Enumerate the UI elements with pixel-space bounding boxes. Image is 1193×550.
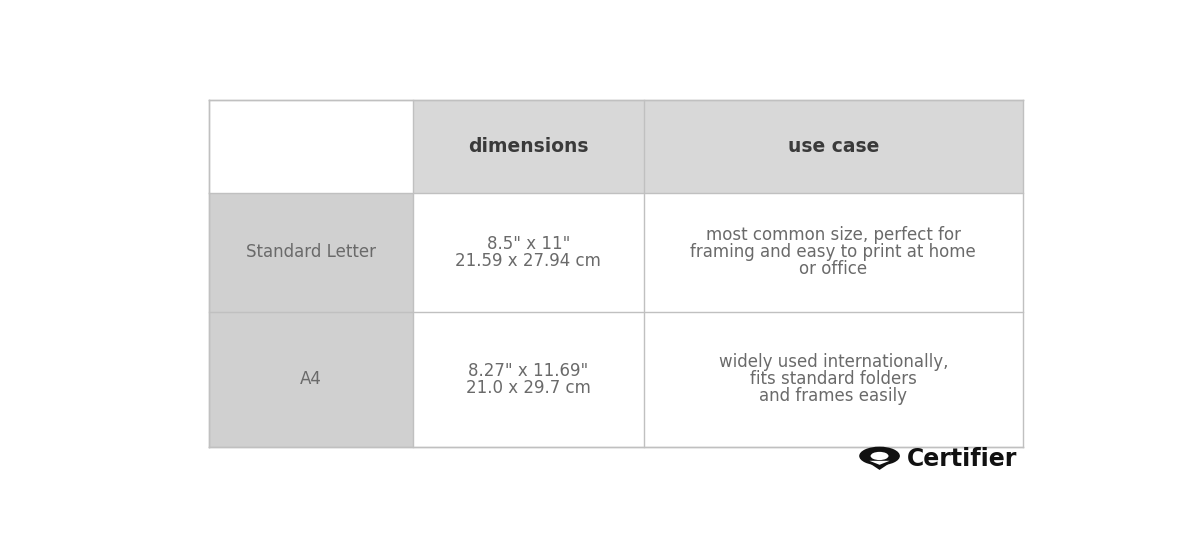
Text: A4: A4 <box>299 370 322 388</box>
Text: fits standard folders: fits standard folders <box>750 370 916 388</box>
Circle shape <box>871 452 889 460</box>
Polygon shape <box>869 463 891 470</box>
Text: Standard Letter: Standard Letter <box>246 243 376 261</box>
Text: dimensions: dimensions <box>468 137 588 156</box>
Text: 8.27" x 11.69": 8.27" x 11.69" <box>468 362 588 380</box>
Bar <box>209 312 413 447</box>
Text: Certifier: Certifier <box>907 448 1018 471</box>
Bar <box>209 193 413 312</box>
Bar <box>644 100 1022 193</box>
Text: or office: or office <box>799 260 867 278</box>
Text: 21.59 x 27.94 cm: 21.59 x 27.94 cm <box>456 252 601 270</box>
Text: most common size, perfect for: most common size, perfect for <box>706 227 960 244</box>
Text: and frames easily: and frames easily <box>759 387 908 405</box>
Text: framing and easy to print at home: framing and easy to print at home <box>691 243 976 261</box>
Bar <box>413 193 644 312</box>
Circle shape <box>859 447 900 465</box>
Bar <box>413 100 644 193</box>
Text: 21.0 x 29.7 cm: 21.0 x 29.7 cm <box>465 379 591 397</box>
Text: use case: use case <box>787 137 879 156</box>
Bar <box>644 312 1022 447</box>
Bar <box>413 312 644 447</box>
Bar <box>644 193 1022 312</box>
Text: 8.5" x 11": 8.5" x 11" <box>487 235 570 253</box>
Text: widely used internationally,: widely used internationally, <box>718 354 948 371</box>
Bar <box>209 100 413 193</box>
Polygon shape <box>870 461 890 465</box>
